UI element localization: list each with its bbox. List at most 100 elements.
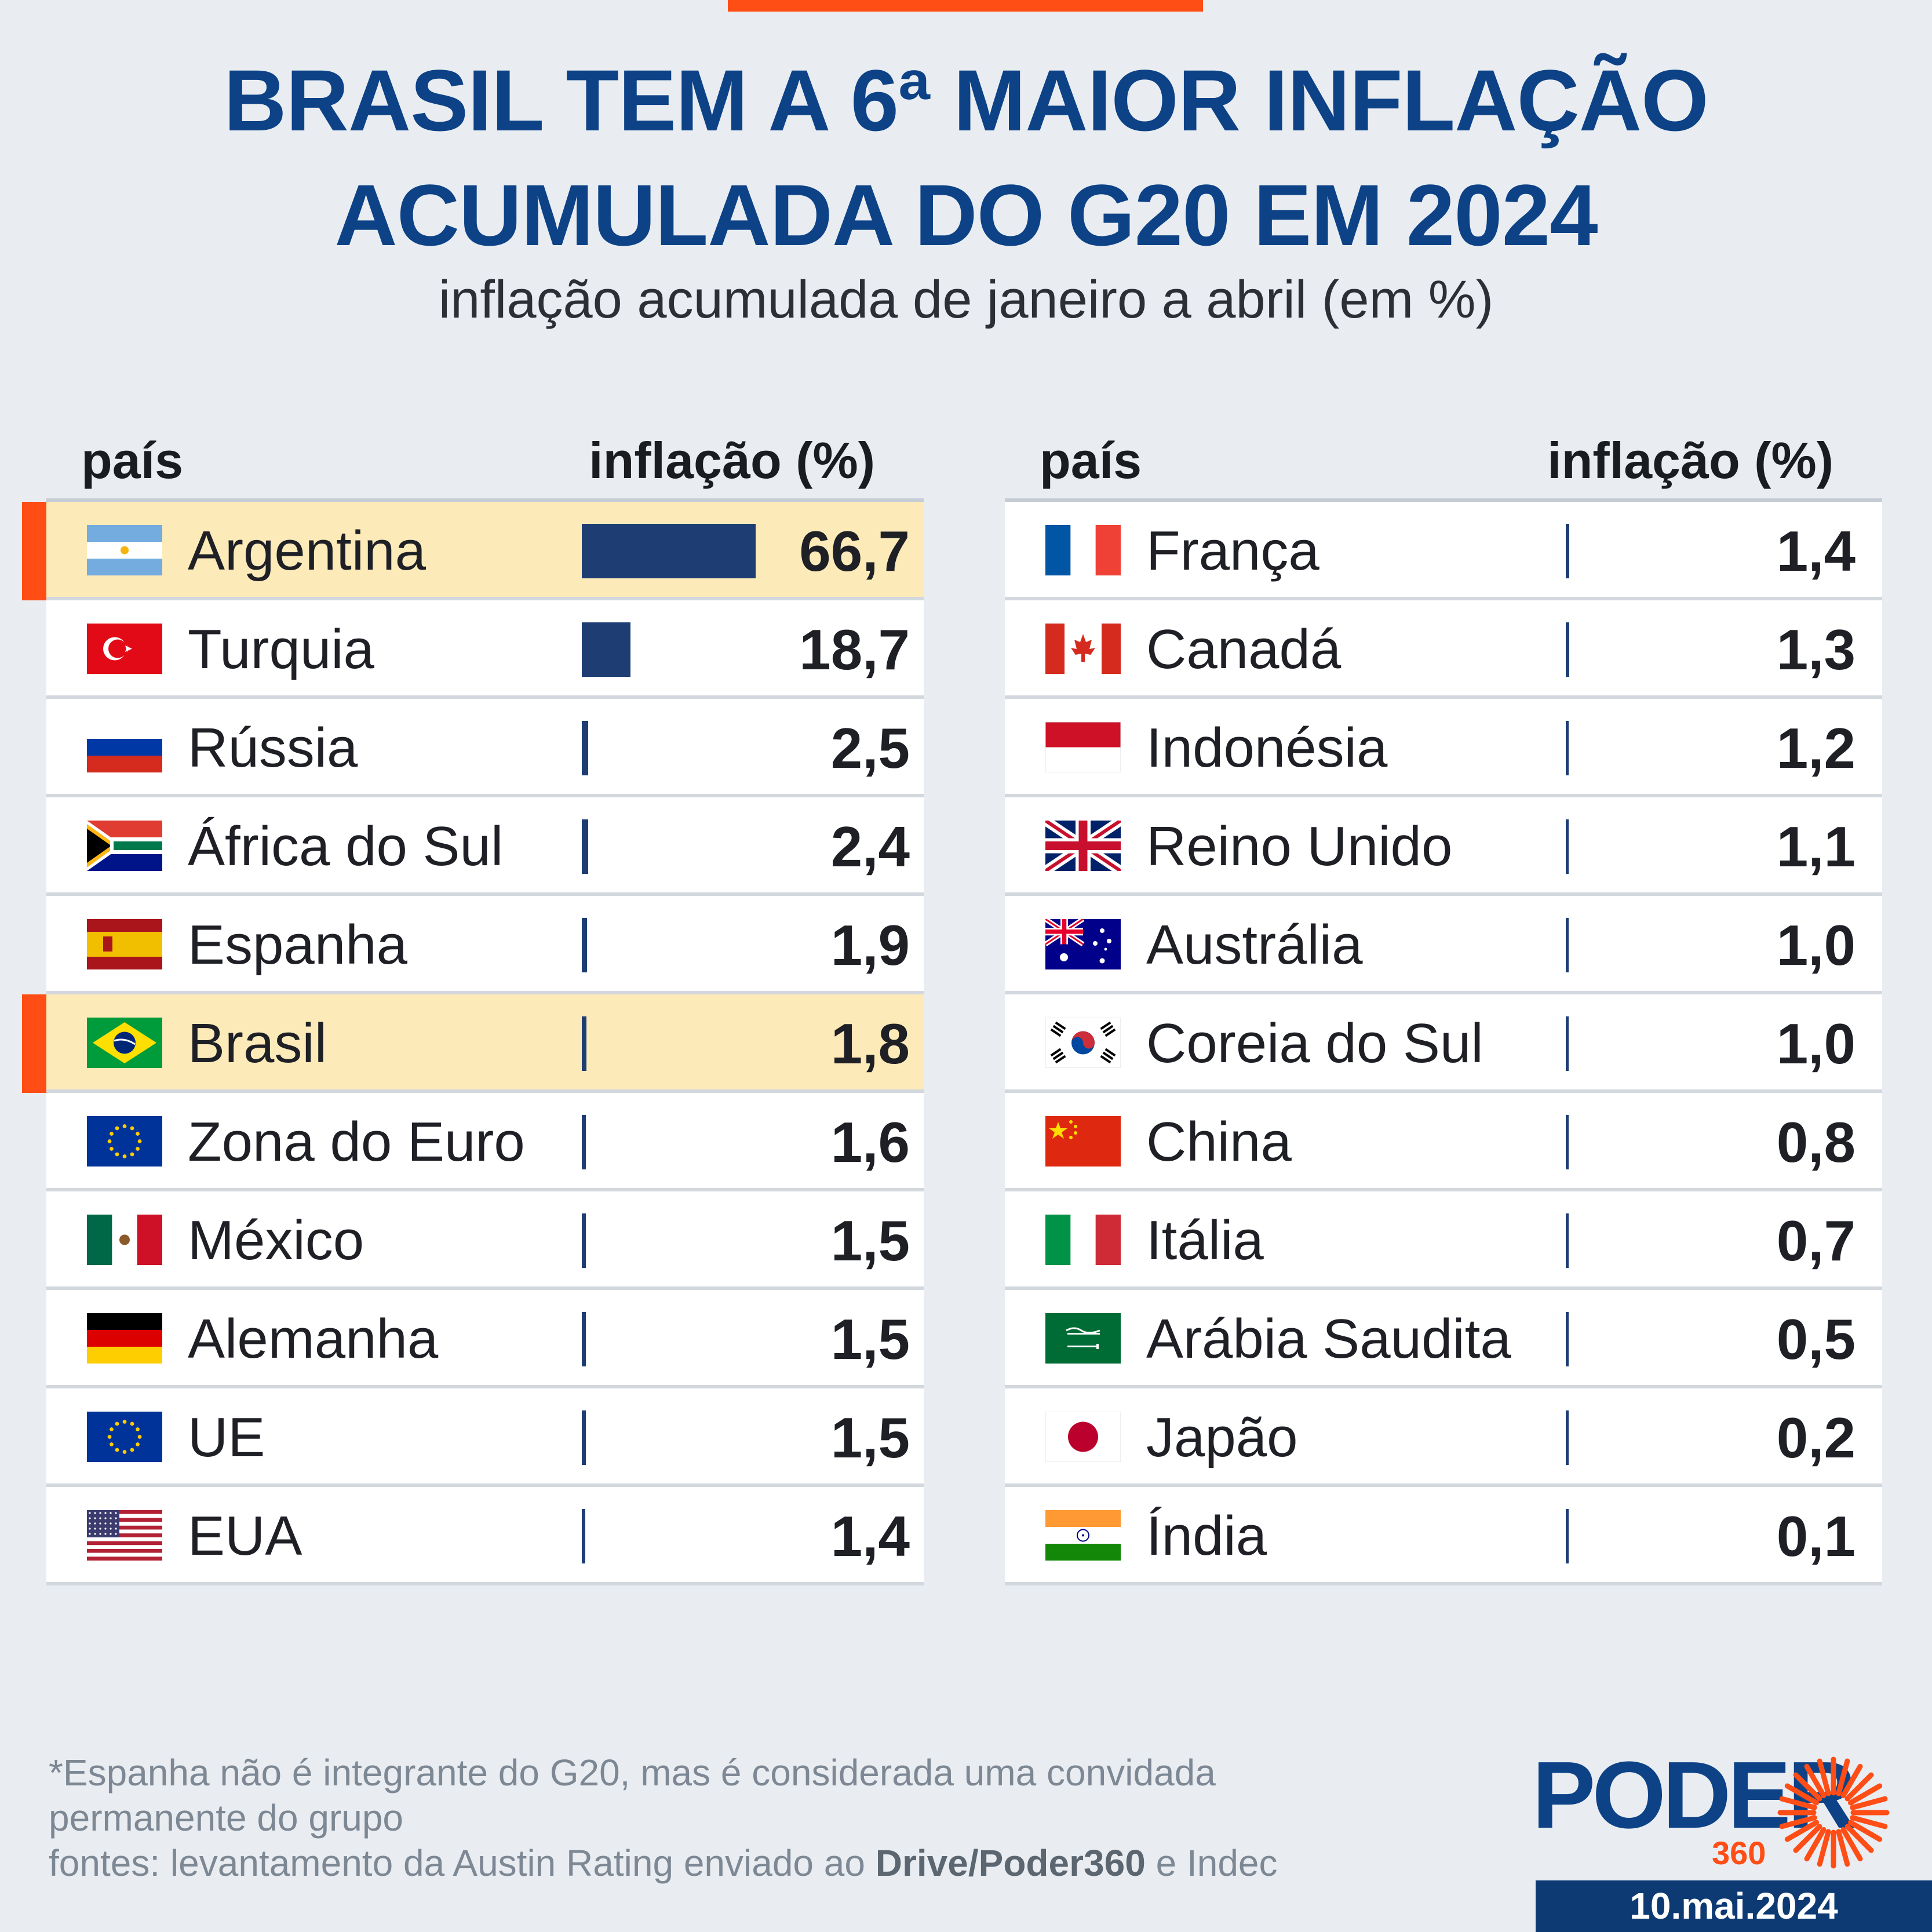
flag-russia-icon	[87, 722, 162, 772]
flag-italy-icon	[1045, 1215, 1121, 1265]
country-column-header: país	[1040, 432, 1142, 489]
country-name: Indonésia	[1146, 717, 1388, 779]
bar	[582, 918, 587, 972]
bar	[1566, 622, 1569, 677]
country-name: Espanha	[188, 914, 407, 976]
flag-eu-icon	[87, 1412, 162, 1462]
value-label: 1,3	[1776, 618, 1856, 681]
source-line: fontes: levantamento da Austin Rating en…	[49, 1840, 1381, 1886]
value-label: 1,2	[1776, 716, 1856, 780]
bar	[1566, 1016, 1569, 1071]
country-name: Alemanha	[188, 1308, 439, 1370]
bar	[1566, 918, 1569, 972]
flag-mexico-icon	[87, 1215, 162, 1265]
bar	[1566, 1410, 1569, 1465]
bar	[1566, 819, 1569, 874]
table-row: Alemanha 1,5	[46, 1290, 924, 1388]
table-row: Japão 0,2	[1005, 1388, 1882, 1487]
table-row: Zona do Euro 1,6	[46, 1093, 924, 1191]
table-row: Espanha 1,9	[46, 896, 924, 994]
table-row: México 1,5	[46, 1191, 924, 1290]
country-name: Zona do Euro	[188, 1111, 525, 1173]
bar	[582, 1115, 586, 1169]
value-label: 18,7	[799, 618, 910, 681]
table-row: Brasil 1,8	[22, 994, 924, 1093]
country-name: Japão	[1146, 1406, 1298, 1468]
value-label: 0,2	[1776, 1406, 1856, 1470]
flag-canada-icon	[1045, 624, 1121, 674]
flag-south-africa-icon	[87, 821, 162, 871]
chart-subtitle: inflação acumulada de janeiro a abril (e…	[438, 270, 1494, 329]
footnote-line: *Espanha não é integrante do G20, mas é …	[49, 1752, 1216, 1794]
country-name: Turquia	[188, 618, 374, 680]
country-name: China	[1146, 1111, 1292, 1173]
value-column-header: inflação (%)	[589, 432, 875, 489]
flag-indonesia-icon	[1045, 722, 1121, 772]
flag-saudi-arabia-icon	[1045, 1313, 1121, 1364]
bar	[1566, 1312, 1569, 1366]
country-name: Reino Unido	[1146, 815, 1453, 877]
sun-rays-icon	[1777, 1756, 1890, 1869]
table-row: Arábia Saudita 0,5	[1005, 1290, 1882, 1388]
value-label: 1,0	[1776, 913, 1856, 977]
table-row: Canadá 1,3	[1005, 600, 1882, 699]
table-row: África do Sul 2,4	[46, 797, 924, 896]
value-label: 1,4	[830, 1504, 910, 1568]
table-header: país inflação (%)	[1005, 429, 1882, 502]
bar	[582, 721, 589, 775]
logo-number: 360	[1712, 1835, 1766, 1871]
value-label: 1,4	[1776, 519, 1856, 583]
flag-germany-icon	[87, 1313, 162, 1364]
bar	[582, 1509, 586, 1563]
footnote: *Espanha não é integrante do G20, mas é …	[49, 1750, 1381, 1886]
flag-turkey-icon	[87, 624, 162, 674]
country-name: Argentina	[188, 520, 426, 582]
value-label: 2,5	[830, 716, 910, 780]
bar	[582, 1213, 586, 1268]
flag-uk-icon	[1045, 821, 1121, 871]
bar	[1566, 1115, 1569, 1169]
bar	[582, 524, 756, 578]
bar	[582, 622, 631, 677]
value-label: 2,4	[830, 815, 910, 878]
table-row: Austrália 1,0	[1005, 896, 1882, 994]
header-divider	[46, 498, 924, 502]
top-accent-bar	[728, 0, 1203, 12]
table-row: Índia 0,1	[1005, 1487, 1882, 1585]
footnote-line: permanente do grupo	[49, 1797, 403, 1839]
country-column-header: país	[81, 432, 184, 489]
table-row: Coreia do Sul 1,0	[1005, 994, 1882, 1093]
flag-japan-icon	[1045, 1412, 1121, 1462]
source-text: e Indec	[1145, 1842, 1278, 1884]
flag-usa-icon	[87, 1510, 162, 1561]
value-label: 1,1	[1776, 815, 1856, 878]
poder360-logo: PODER 360	[1532, 1748, 1891, 1871]
value-column-header: inflação (%)	[1547, 432, 1833, 489]
value-label: 0,8	[1776, 1110, 1856, 1174]
table-row: Turquia 18,7	[46, 600, 924, 699]
chart-title-line2: ACUMULADA DO G20 EM 2024	[334, 166, 1598, 264]
country-name: Arábia Saudita	[1146, 1308, 1511, 1370]
flag-china-icon	[1045, 1116, 1121, 1167]
source-text: fontes: levantamento da Austin Rating en…	[49, 1842, 876, 1884]
bar	[582, 1410, 586, 1465]
table-row: UE 1,5	[46, 1388, 924, 1487]
table-right: país inflação (%) França 1,4 Canadá 1,3 Indo…	[1005, 429, 1882, 1585]
country-name: Índia	[1146, 1505, 1267, 1567]
value-label: 66,7	[799, 519, 910, 583]
table-row: França 1,4	[1005, 502, 1882, 600]
country-name: França	[1146, 520, 1319, 582]
country-name: UE	[188, 1406, 265, 1468]
country-name: México	[188, 1209, 364, 1271]
publication-date: 10.mai.2024	[1536, 1880, 1932, 1932]
country-name: Austrália	[1146, 914, 1363, 976]
bar	[582, 1312, 586, 1366]
value-label: 1,5	[830, 1307, 910, 1371]
value-label: 1,6	[830, 1110, 910, 1174]
value-label: 1,8	[830, 1012, 910, 1076]
flag-india-icon	[1045, 1510, 1121, 1561]
bar	[582, 819, 588, 874]
value-label: 1,9	[830, 913, 910, 977]
flag-brazil-icon	[87, 1018, 162, 1068]
bar	[1566, 721, 1569, 775]
